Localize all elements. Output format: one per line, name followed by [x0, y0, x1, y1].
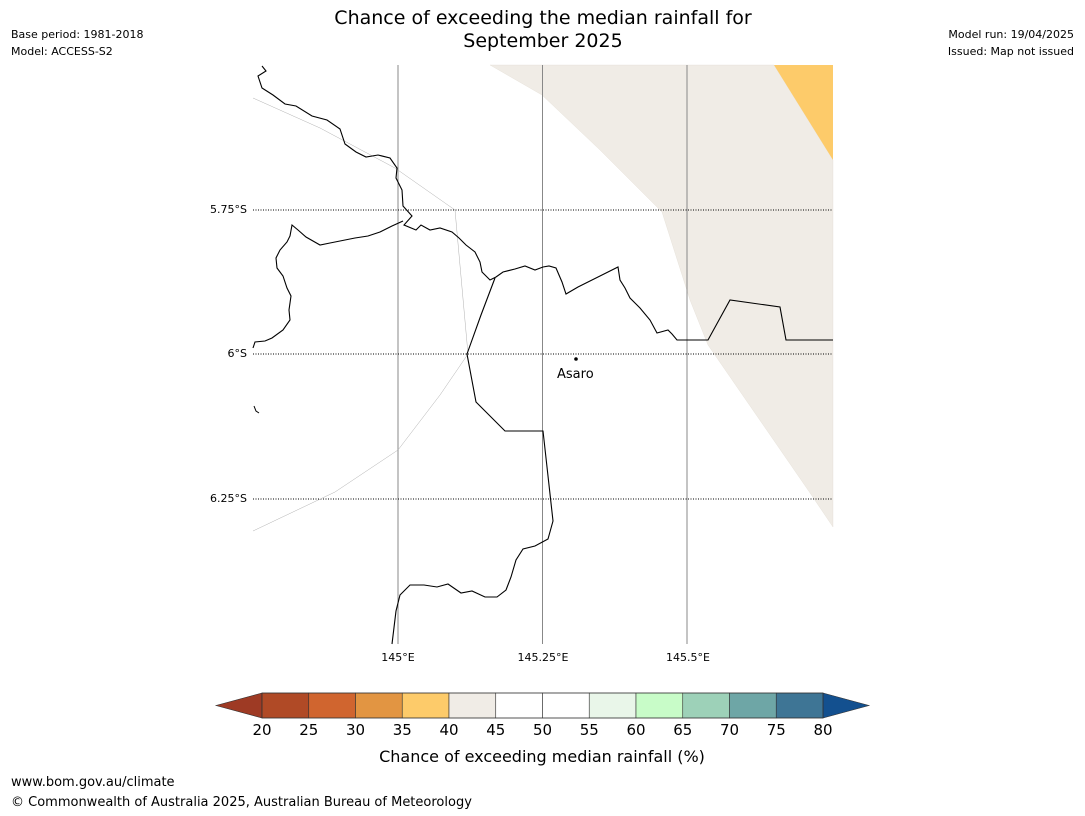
footer-url: www.bom.gov.au/climate [11, 775, 175, 790]
coast-fragment [253, 405, 260, 414]
colorbar-extend-low [214, 692, 263, 719]
footer-copyright: © Commonwealth of Australia 2025, Austra… [11, 795, 472, 810]
colorbar-extend-high [822, 692, 871, 719]
colorbar-tick-label: 60 [626, 721, 645, 739]
map-title: Chance of exceeding the median rainfall … [0, 7, 1085, 53]
colorbar-bin [682, 692, 730, 719]
longitude-labels: 145°E 145.25°E 145.5°E [381, 651, 710, 664]
colorbar-bin [635, 692, 684, 719]
colorbar-bin [355, 692, 403, 719]
map-panel: Asaro [252, 64, 834, 645]
colorbar-outline [261, 692, 824, 719]
colorbar-tick-label: 35 [393, 721, 412, 739]
base-period-text: Base period: 1981-2018 [11, 28, 144, 41]
colorbar-bin [775, 692, 824, 719]
province-boundary-south [391, 277, 554, 645]
district-boundary-west [252, 97, 469, 532]
model-info: Base period: 1981-2018 Model: ACCESS-S2 [11, 26, 143, 60]
colorbar-tick-label: 25 [299, 721, 318, 739]
lon-label-145e: 145°E [381, 651, 414, 664]
model-run-text: Model run: 19/04/2025 [948, 28, 1074, 41]
region-40-45 [489, 64, 834, 528]
colorbar-tick-label: 70 [720, 721, 739, 739]
colorbar-bin [308, 692, 356, 719]
colorbar-bin [448, 692, 497, 719]
region-35-40 [774, 65, 833, 160]
colorbar-tick-label: 50 [533, 721, 552, 739]
colorbar-bin [261, 692, 310, 719]
map-title-line1: Chance of exceeding the median rainfall … [334, 7, 752, 29]
colorbar-bin [401, 692, 450, 719]
map-title-line2: September 2025 [463, 30, 623, 52]
lon-label-145-25e: 145.25°E [518, 651, 569, 664]
province-boundary-west [257, 65, 833, 341]
colorbar-tick-label: 45 [486, 721, 505, 739]
lat-label-6s: 6°S [228, 347, 247, 360]
town-marker-asaro [574, 357, 578, 361]
town-label-asaro: Asaro [557, 367, 594, 382]
colorbar: 20 25 30 35 40 45 50 55 60 65 70 75 80 Chance of exc… [214, 692, 871, 766]
colorbar-tick-label: 40 [439, 721, 458, 739]
colorbar-bin [588, 692, 637, 719]
colorbar-bin [729, 692, 777, 719]
colorbar-tick-label: 20 [252, 721, 271, 739]
colorbar-label: Chance of exceeding median rainfall (%) [379, 747, 705, 766]
issued-text: Issued: Map not issued [947, 45, 1074, 58]
latitude-labels: 5.75°S 6°S 6.25°S [210, 203, 247, 505]
province-boundary-north [252, 220, 404, 349]
lat-label-5-75s: 5.75°S [210, 203, 247, 216]
lat-label-6-25s: 6.25°S [210, 492, 247, 505]
colorbar-tick-label: 80 [813, 721, 832, 739]
colorbar-tick-label: 75 [767, 721, 786, 739]
run-info: Model run: 19/04/2025 Issued: Map not is… [948, 26, 1074, 60]
model-text: Model: ACCESS-S2 [11, 45, 113, 58]
colorbar-bin [495, 692, 543, 719]
colorbar-tick-label: 65 [673, 721, 692, 739]
colorbar-bin [542, 692, 590, 719]
colorbar-tick-label: 30 [346, 721, 365, 739]
lon-label-145-5e: 145.5°E [666, 651, 710, 664]
colorbar-tick-label: 55 [580, 721, 599, 739]
